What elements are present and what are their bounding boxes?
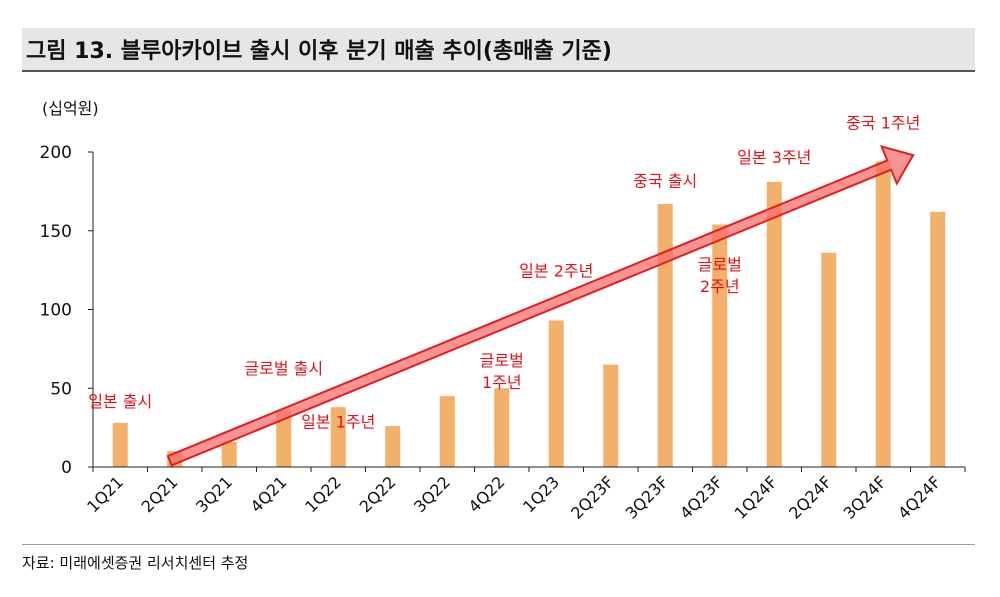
- x-tick-label: 4Q21: [247, 472, 291, 516]
- annotation-label: 글로벌 출시: [244, 359, 323, 378]
- annotation-label: 중국 1주년: [846, 113, 920, 132]
- annotation-label: 일본 2주년: [519, 261, 593, 280]
- bar-1Q24F: [766, 181, 782, 468]
- x-tick-label: 4Q23F: [676, 472, 726, 522]
- footer-divider: [22, 544, 975, 545]
- bar-4Q24F: [930, 211, 946, 467]
- annotation-label: 글로벌 2주년: [698, 255, 742, 296]
- x-tick-label: 1Q22: [301, 472, 345, 516]
- bar-3Q24F: [875, 161, 891, 467]
- y-tick-label: 150: [40, 222, 72, 242]
- x-tick-label: 4Q24F: [894, 472, 944, 522]
- annotation-label: 일본 3주년: [737, 148, 811, 167]
- annotation-label: 글로벌 1주년: [480, 351, 524, 392]
- bar-4Q23F: [712, 224, 728, 467]
- bar-3Q22: [439, 396, 455, 467]
- bar-1Q21: [112, 422, 128, 467]
- bars: [112, 161, 946, 468]
- title-bar: 그림 13. 블루아카이브 출시 이후 분기 매출 추이(총매출 기준): [22, 28, 975, 72]
- bar-4Q21: [276, 410, 292, 467]
- bar-2Q23F: [603, 364, 619, 467]
- bar-1Q22: [330, 407, 346, 467]
- source-note: 자료: 미래에셋증권 리서치센터 추정: [22, 554, 249, 572]
- x-tick-label: 1Q21: [83, 472, 127, 516]
- bar-3Q21: [221, 441, 237, 467]
- bar-1Q23: [548, 320, 564, 467]
- y-tick-label: 100: [40, 301, 72, 321]
- y-tick-label: 50: [50, 379, 72, 399]
- bar-3Q23F: [657, 203, 673, 467]
- x-tick-label: 4Q22: [465, 472, 509, 516]
- bar-2Q22: [385, 426, 401, 467]
- annotation-label: 일본 1주년: [301, 413, 375, 432]
- x-tick-label: 2Q21: [138, 472, 182, 516]
- x-tick-label: 2Q23F: [567, 472, 617, 522]
- bar-4Q22: [494, 388, 510, 467]
- bar-2Q24F: [821, 252, 837, 467]
- y-unit-label: (십억원): [42, 99, 99, 118]
- x-tick-label: 3Q24F: [840, 472, 890, 522]
- annotation-label: 일본 출시: [88, 392, 152, 411]
- trend-arrow-shape: [166, 145, 915, 467]
- x-tick-label: 1Q23: [519, 472, 563, 516]
- x-tick-label: 3Q21: [192, 472, 236, 516]
- x-tick-label: 3Q23F: [622, 472, 672, 522]
- page-title: 그림 13. 블루아카이브 출시 이후 분기 매출 추이(총매출 기준): [26, 39, 612, 64]
- trend-arrow: [166, 145, 915, 467]
- annotation-label: 중국 출시: [633, 172, 697, 191]
- x-tick-label: 2Q24F: [785, 472, 835, 522]
- x-tick-label: 2Q22: [356, 472, 400, 516]
- x-tick-label: 3Q22: [410, 472, 454, 516]
- x-tick-label: 1Q24F: [731, 472, 781, 522]
- y-tick-label: 200: [40, 143, 72, 163]
- y-tick-label: 0: [61, 458, 72, 478]
